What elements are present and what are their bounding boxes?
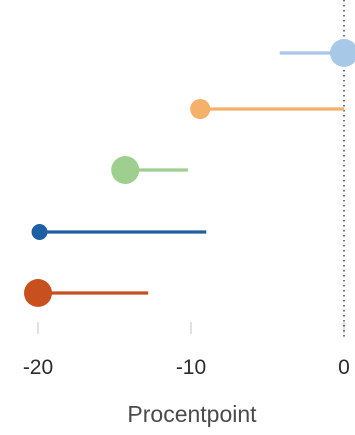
dumbbell-rows (24, 39, 355, 307)
x-tick-label: -10 (176, 356, 206, 379)
dumbbell-dot (111, 156, 140, 184)
x-axis-title: Procentpoint (127, 401, 257, 427)
dumbbell-row (279, 39, 355, 67)
dumbbell-dot (31, 224, 48, 240)
dumbbell-row (31, 224, 207, 240)
x-tick-label: 0 (338, 356, 350, 379)
dumbbell-dot (24, 279, 52, 307)
dumbbell-dot (190, 99, 211, 119)
dumbbell-row (24, 279, 149, 307)
dumbbell-row (111, 156, 188, 184)
dumbbell-row (190, 99, 344, 119)
x-tick-label: -20 (23, 356, 53, 379)
tick-marks (37, 322, 345, 334)
x-axis-tick-labels: -20 -10 0 (23, 356, 350, 379)
dumbbell-dot (330, 39, 355, 67)
